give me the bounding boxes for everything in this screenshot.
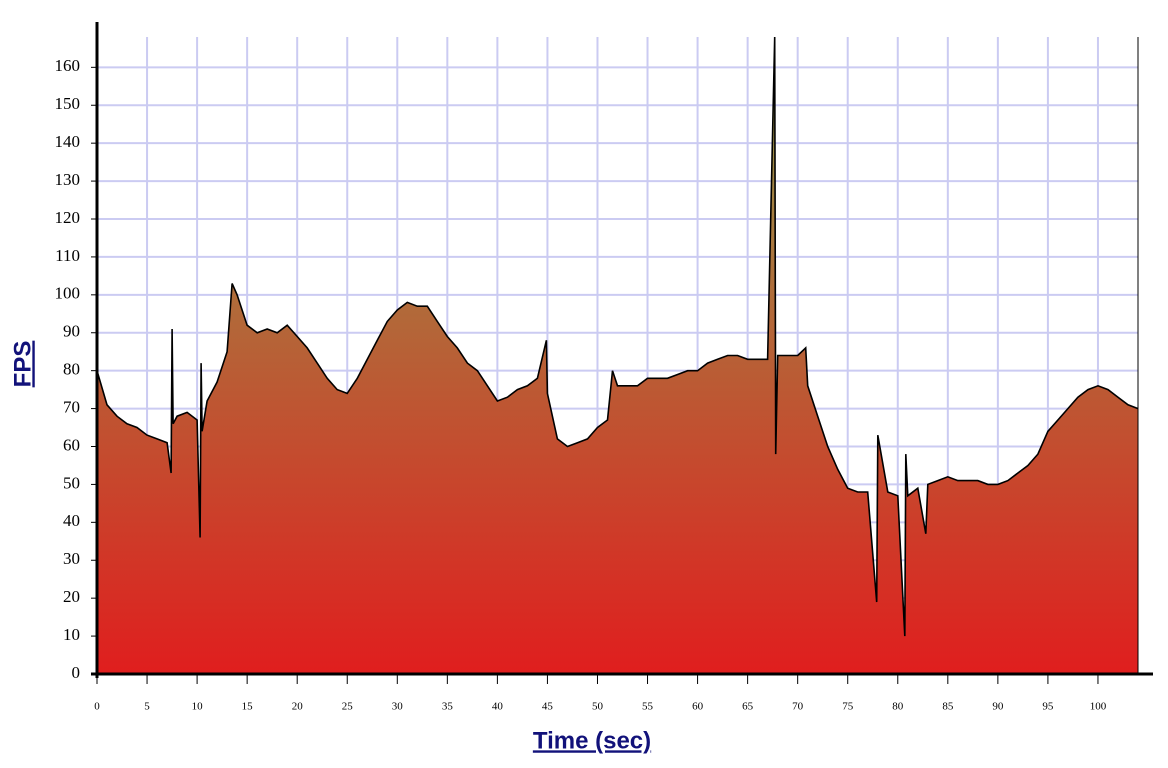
x-tick-label: 85 <box>942 701 954 713</box>
x-tick-label: 55 <box>642 701 654 713</box>
y-tick-label: 30 <box>63 549 80 568</box>
x-tick-label: 35 <box>442 701 454 713</box>
y-tick-label: 50 <box>63 473 80 492</box>
x-tick-label: 20 <box>292 701 304 713</box>
x-tick-label: 70 <box>792 701 804 713</box>
y-tick-label: 160 <box>55 56 81 75</box>
x-tick-label: 60 <box>692 701 704 713</box>
x-tick-label: 100 <box>1090 701 1107 713</box>
x-tick-label: 0 <box>94 701 100 713</box>
x-tick-label: 80 <box>892 701 904 713</box>
y-axis-title: FPS <box>9 341 36 388</box>
y-tick-label: 60 <box>63 435 80 454</box>
y-tick-label: 0 <box>72 663 81 682</box>
y-tick-label: 130 <box>55 170 81 189</box>
line <box>96 36 1139 637</box>
y-tick-label: 80 <box>63 360 80 379</box>
x-tick-label: 10 <box>192 701 204 713</box>
x-tick-label: 40 <box>492 701 504 713</box>
x-tick-label: 50 <box>592 701 604 713</box>
x-tick-label: 25 <box>342 701 354 713</box>
x-tick-label: 65 <box>742 701 754 713</box>
y-tick-label: 150 <box>55 94 81 113</box>
x-tick-label: 30 <box>392 701 404 713</box>
y-tick-label: 100 <box>55 284 81 303</box>
y-tick-label: 40 <box>63 511 80 530</box>
y-tick-label: 140 <box>55 132 81 151</box>
y-tick-label: 20 <box>63 587 80 606</box>
area <box>97 37 1138 674</box>
y-tick-label: 70 <box>63 397 80 416</box>
y-tick-label: 90 <box>63 322 80 341</box>
y-tick-label: 110 <box>55 246 80 265</box>
x-tick-label: 5 <box>144 701 150 713</box>
x-tick-label: 15 <box>242 701 254 713</box>
x-tick-label: 95 <box>1042 701 1054 713</box>
y-tick-label: 10 <box>63 625 80 644</box>
y-tick-label: 120 <box>55 208 81 227</box>
x-tick-label: 75 <box>842 701 854 713</box>
x-tick-label: 90 <box>992 701 1004 713</box>
x-tick-label: 45 <box>542 701 554 713</box>
x-axis-title: Time (sec) <box>533 727 651 754</box>
